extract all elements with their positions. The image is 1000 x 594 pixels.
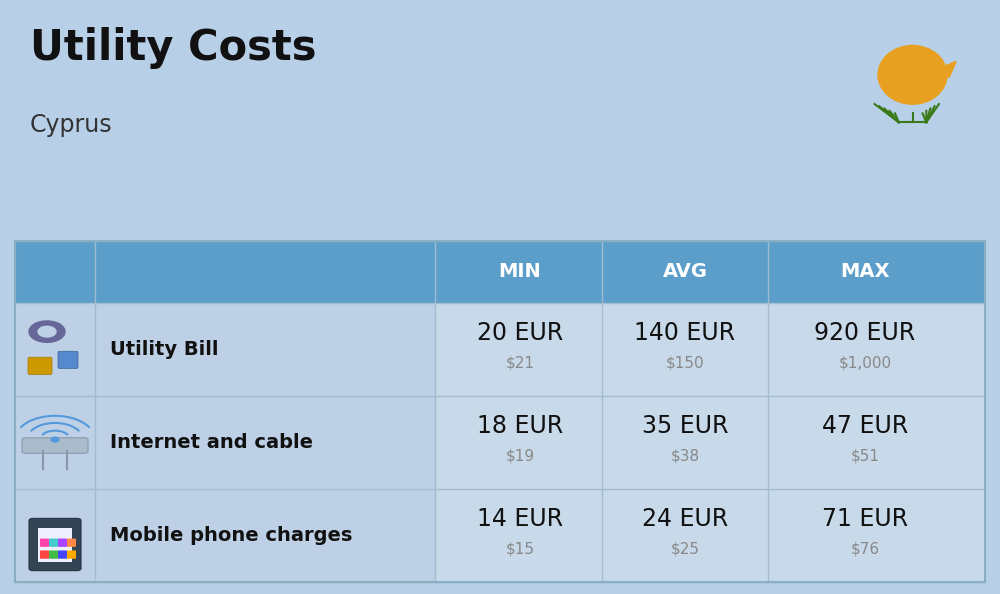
Text: $76: $76 [850, 541, 880, 556]
FancyBboxPatch shape [15, 489, 95, 582]
Text: 35 EUR: 35 EUR [642, 414, 728, 438]
Text: $150: $150 [666, 355, 704, 370]
FancyBboxPatch shape [67, 551, 76, 559]
FancyBboxPatch shape [58, 351, 78, 368]
FancyBboxPatch shape [95, 303, 435, 396]
Text: 140 EUR: 140 EUR [634, 321, 736, 345]
Text: Utility Bill: Utility Bill [110, 340, 218, 359]
Text: $25: $25 [670, 541, 700, 556]
Text: Utility Costs: Utility Costs [30, 27, 316, 69]
Text: AVG: AVG [662, 263, 708, 281]
Text: Mobile phone charges: Mobile phone charges [110, 526, 352, 545]
FancyBboxPatch shape [15, 489, 985, 582]
Text: $15: $15 [506, 541, 534, 556]
FancyBboxPatch shape [40, 539, 49, 547]
Circle shape [29, 321, 65, 342]
FancyBboxPatch shape [29, 519, 81, 571]
Text: $1,000: $1,000 [838, 355, 892, 370]
Polygon shape [938, 61, 956, 77]
Text: 14 EUR: 14 EUR [477, 507, 563, 531]
FancyBboxPatch shape [38, 528, 72, 563]
Text: $21: $21 [506, 355, 534, 370]
Text: 47 EUR: 47 EUR [822, 414, 908, 438]
Text: $19: $19 [505, 448, 535, 463]
Text: 18 EUR: 18 EUR [477, 414, 563, 438]
Circle shape [51, 437, 59, 442]
Text: $51: $51 [850, 448, 880, 463]
FancyBboxPatch shape [15, 396, 985, 489]
FancyBboxPatch shape [58, 551, 67, 559]
Text: MIN: MIN [499, 263, 541, 281]
FancyBboxPatch shape [40, 551, 49, 559]
FancyBboxPatch shape [15, 241, 985, 303]
FancyBboxPatch shape [15, 396, 95, 489]
Text: 71 EUR: 71 EUR [822, 507, 908, 531]
FancyBboxPatch shape [22, 438, 88, 453]
Ellipse shape [878, 46, 947, 104]
Text: 24 EUR: 24 EUR [642, 507, 728, 531]
FancyBboxPatch shape [58, 539, 67, 547]
FancyBboxPatch shape [15, 303, 95, 396]
Text: $38: $38 [670, 448, 700, 463]
FancyBboxPatch shape [28, 357, 52, 374]
Text: Cyprus: Cyprus [30, 113, 113, 137]
Text: MAX: MAX [840, 263, 890, 281]
FancyBboxPatch shape [95, 396, 435, 489]
FancyBboxPatch shape [49, 551, 58, 559]
FancyBboxPatch shape [15, 303, 985, 396]
FancyBboxPatch shape [49, 539, 58, 547]
FancyBboxPatch shape [95, 489, 435, 582]
Text: Internet and cable: Internet and cable [110, 433, 313, 452]
Text: 920 EUR: 920 EUR [814, 321, 916, 345]
FancyBboxPatch shape [67, 539, 76, 547]
Circle shape [38, 326, 56, 337]
Text: 20 EUR: 20 EUR [477, 321, 563, 345]
